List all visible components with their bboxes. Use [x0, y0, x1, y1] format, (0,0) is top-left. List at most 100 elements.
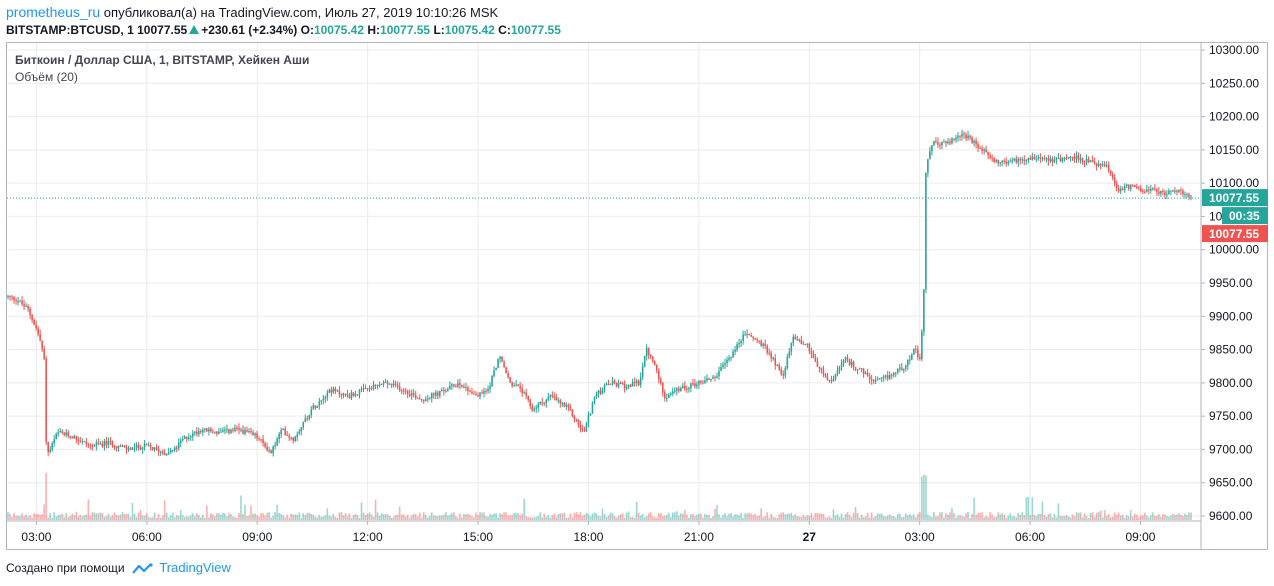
candle-body: [1053, 159, 1056, 162]
candle-body: [993, 158, 995, 162]
candle-body: [292, 437, 295, 441]
volume-bar: [758, 515, 760, 520]
volume-bar: [133, 513, 136, 520]
author-link[interactable]: prometheus_ru: [6, 4, 101, 20]
volume-bar: [29, 515, 31, 520]
volume-bar: [587, 513, 590, 520]
candle-body: [842, 360, 845, 364]
candle-body: [25, 305, 27, 307]
candle-body: [479, 392, 481, 397]
candle-body: [561, 403, 564, 405]
volume-bar: [1103, 510, 1106, 520]
candle-body: [625, 386, 628, 389]
candle-body: [551, 395, 554, 397]
candle-body: [955, 137, 957, 140]
volume-bar: [746, 513, 748, 520]
volume-bar: [79, 514, 82, 520]
candle-body: [925, 172, 927, 290]
volume-bar: [1037, 513, 1040, 520]
candle-body: [951, 138, 953, 144]
candle-body: [220, 431, 222, 433]
volume-bar: [127, 513, 130, 520]
volume-bar: [310, 514, 313, 520]
candle-body: [87, 444, 90, 446]
candle-body: [324, 396, 327, 399]
candle-body: [21, 300, 23, 305]
volume-bar: [408, 517, 411, 520]
candle-body: [286, 434, 288, 436]
volume-bar: [820, 513, 823, 520]
volume-bar: [433, 515, 435, 520]
volume-bar: [362, 512, 365, 520]
volume-bar: [738, 515, 740, 520]
volume-bar: [537, 515, 540, 520]
candle-body: [834, 373, 837, 379]
candle-body: [766, 346, 769, 353]
candle-body: [762, 343, 764, 346]
up-arrow-icon: [189, 25, 200, 34]
candle-body: [784, 368, 787, 376]
candle-body: [870, 379, 873, 381]
ohlc-line: BITSTAMP:BTCUSD, 1 10077.55 +230.61 (+2.3…: [6, 21, 561, 39]
volume-bar: [1001, 513, 1003, 520]
candle-body: [894, 372, 897, 374]
candle-body: [370, 388, 373, 390]
candle-body: [318, 401, 321, 406]
volume-bar: [228, 512, 230, 520]
volume-bar: [161, 515, 164, 520]
volume-bar: [19, 516, 21, 520]
candle-body: [424, 399, 427, 402]
candle-body: [814, 357, 817, 362]
volume-bar: [772, 516, 775, 520]
candle-body: [27, 305, 29, 309]
volume-bar: [953, 512, 955, 520]
volume-bar: [780, 512, 783, 520]
low-label: L:: [433, 23, 445, 37]
volume-bar: [364, 514, 367, 520]
volume-bar: [119, 514, 122, 520]
close-label: C:: [498, 23, 511, 37]
candle-body: [850, 361, 853, 366]
volume-bar: [531, 517, 534, 520]
candle-body: [878, 378, 881, 380]
created-with-text: Создано при помощи: [6, 561, 125, 575]
volume-bar: [175, 515, 178, 520]
candle-body: [75, 436, 78, 440]
volume-bar: [437, 516, 439, 520]
candle-body: [328, 389, 331, 393]
candle-body: [937, 141, 939, 145]
candle-body: [694, 383, 696, 387]
chart-frame[interactable]: [6, 42, 1268, 550]
candle-body: [1059, 157, 1062, 162]
volume-bar: [750, 513, 752, 520]
candle-body: [810, 351, 813, 354]
volume-bar: [208, 517, 210, 520]
tradingview-brand[interactable]: TradingView: [159, 560, 231, 575]
candle-body: [1115, 183, 1118, 189]
candle-body: [435, 392, 437, 396]
candle-body: [1025, 160, 1028, 162]
candle-body: [1063, 157, 1066, 159]
candle-body: [392, 383, 395, 386]
volume-bar: [900, 517, 903, 520]
price-label-box: [1222, 207, 1268, 225]
volume-bar: [1067, 516, 1070, 520]
candle-body: [543, 402, 546, 404]
volume-bar: [788, 513, 791, 520]
candle-body: [129, 448, 132, 451]
candle-body: [503, 361, 505, 368]
candle-body: [147, 445, 150, 447]
volume-bar: [290, 513, 292, 520]
candle-body: [310, 409, 313, 415]
candle-body: [125, 446, 128, 450]
volume-bar: [527, 517, 529, 520]
candle-body: [1027, 157, 1030, 161]
candle-body: [222, 430, 224, 432]
volume-bar: [280, 513, 282, 520]
candle-body: [157, 448, 160, 453]
candle-body: [750, 335, 752, 337]
candle-body: [1190, 196, 1192, 198]
candle-body: [354, 394, 357, 396]
volume-bar: [931, 517, 933, 520]
